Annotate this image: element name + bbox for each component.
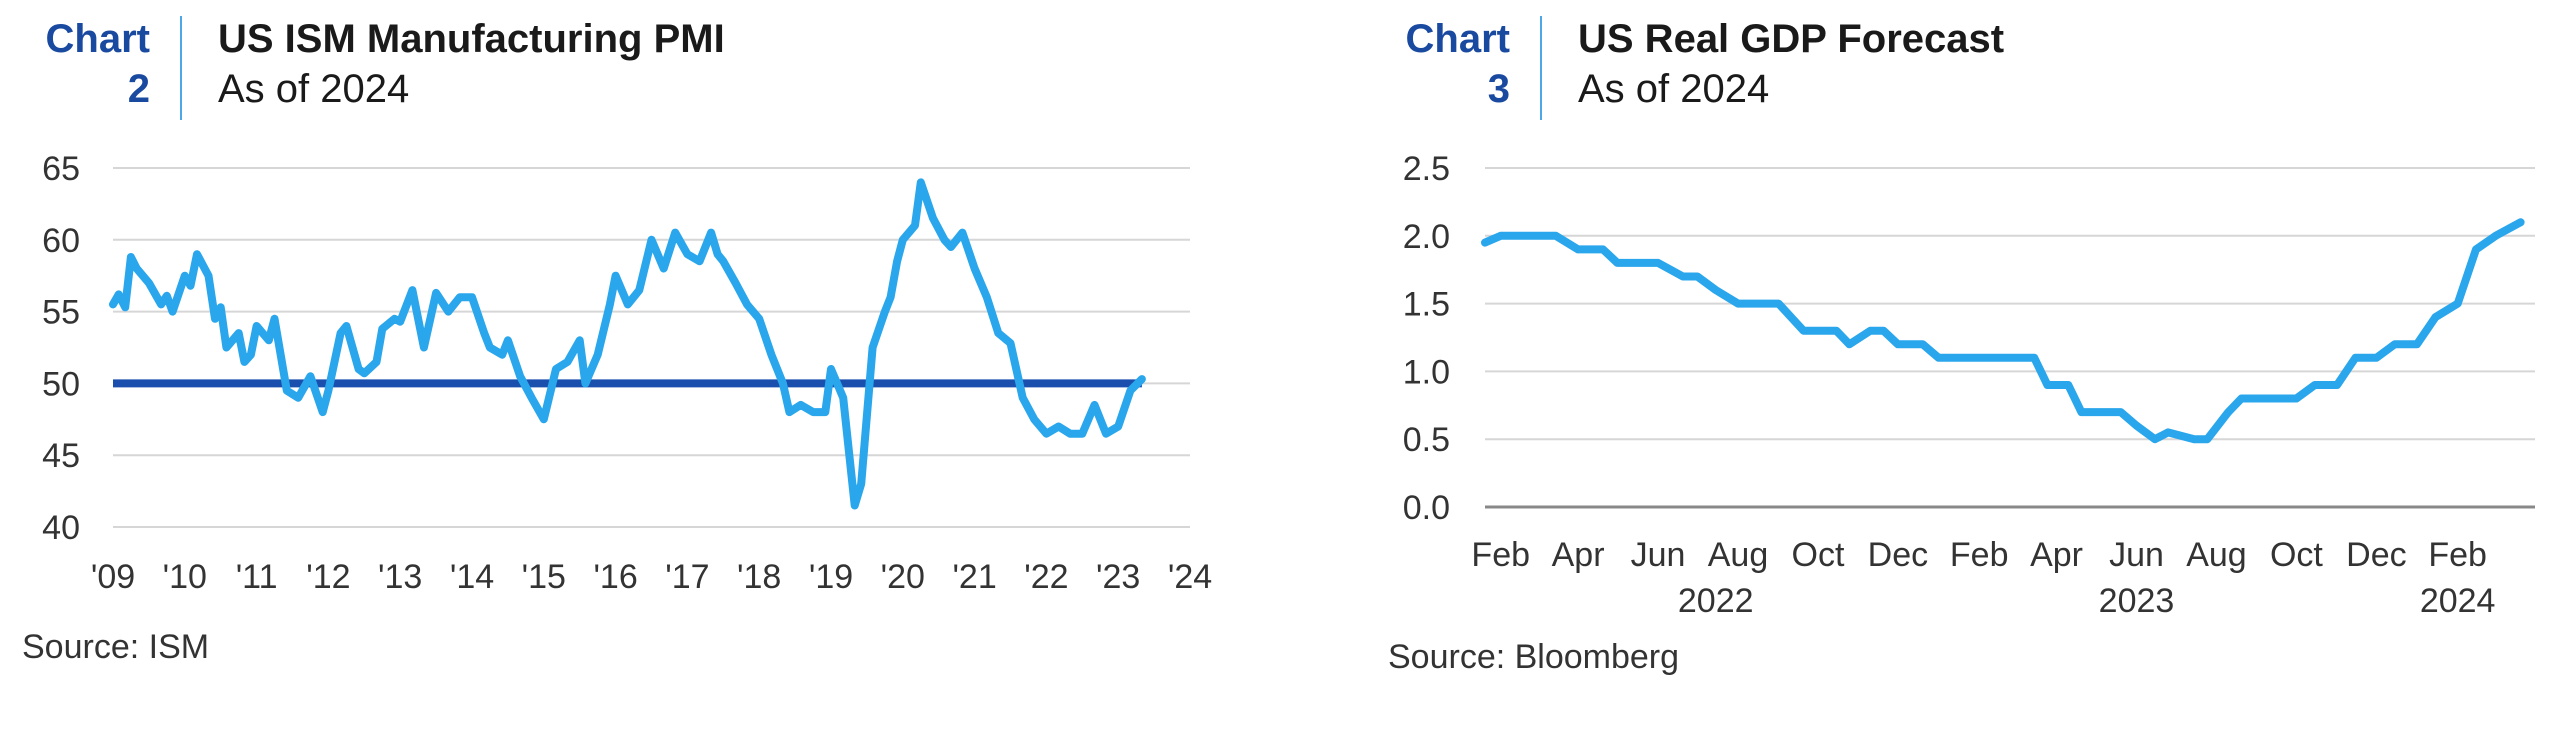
x-year-label: 2022: [1678, 582, 1754, 620]
x-year-label: 2023: [2099, 582, 2175, 620]
y-tick-label: 1.0: [1403, 353, 1450, 391]
chart-tag-label: Chart: [45, 17, 150, 61]
chart-title: US Real GDP Forecast: [1578, 17, 2005, 61]
chart-tag: Chart 2: [0, 14, 150, 114]
y-tick-label: 2.5: [1403, 150, 1450, 188]
y-tick-label: 40: [42, 509, 80, 547]
chart-tag: Chart 3: [1360, 14, 1510, 114]
x-tick-label: '18: [737, 558, 781, 596]
title-divider: [1540, 16, 1542, 120]
x-tick-label: '22: [1024, 558, 1068, 596]
x-tick-label: Feb: [1471, 536, 1530, 574]
chart-tag-number: 2: [127, 67, 150, 111]
x-tick-label: '15: [522, 558, 566, 596]
pmi-series-line: [109, 178, 1146, 510]
x-tick-label: Feb: [1950, 536, 2009, 574]
x-year-label: 2024: [2420, 582, 2496, 620]
gdp-forecast-line-chart: 0.0 0.5 1.0 1.5 2.0 2.5 Feb Apr Jun Aug Oct Dec Feb A…: [1403, 150, 2535, 620]
x-tick-label: '24: [1168, 558, 1212, 596]
chart-tag-label: Chart: [1405, 17, 1510, 61]
x-tick-label: '12: [306, 558, 350, 596]
x-tick-label: Jun: [1631, 536, 1686, 574]
chart-tag-number: 3: [1487, 67, 1510, 111]
x-tick-label: Dec: [2346, 536, 2406, 574]
x-tick-label: '14: [450, 558, 494, 596]
chart-panel-gdp: Chart 3 US Real GDP Forecast As of 2024 …: [1285, 0, 2570, 742]
y-tick-label: 50: [42, 365, 80, 403]
x-tick-label: Aug: [2186, 536, 2247, 574]
x-tick-label: '13: [378, 558, 422, 596]
x-tick-label: Aug: [1708, 536, 1769, 574]
x-tick-label: Oct: [1792, 536, 1845, 574]
x-tick-label: '16: [593, 558, 637, 596]
chart-header: US ISM Manufacturing PMI As of 2024: [218, 14, 725, 114]
chart-header: US Real GDP Forecast As of 2024: [1578, 14, 2004, 114]
y-tick-label: 0.5: [1403, 421, 1450, 459]
chart-source: Source: Bloomberg: [1388, 638, 1680, 676]
x-tick-label: Jun: [2109, 536, 2164, 574]
y-tick-label: 65: [42, 150, 80, 188]
title-divider: [180, 16, 182, 120]
pmi-line-chart: 40 45 50 55 60 65 '09 '10 '11 '12 '13 '14 '15 '16 '17 '…: [42, 150, 1212, 596]
y-tick-label: 0.0: [1403, 489, 1450, 527]
y-tick-label: 55: [42, 294, 80, 332]
chart-subtitle: As of 2024: [218, 67, 410, 111]
y-tick-label: 1.5: [1403, 286, 1450, 324]
chart-panel-ism: Chart 2 US ISM Manufacturing PMI As of 2…: [0, 14, 1212, 666]
y-tick-label: 60: [42, 222, 80, 260]
x-tick-label: Apr: [1552, 536, 1605, 574]
y-tick-label: 45: [42, 437, 80, 475]
x-tick-label: '11: [236, 558, 278, 596]
x-tick-label: Dec: [1868, 536, 1928, 574]
x-tick-label: '23: [1096, 558, 1140, 596]
y-tick-label: 2.0: [1403, 218, 1450, 256]
x-tick-label: '20: [881, 558, 925, 596]
x-tick-label: '19: [809, 558, 853, 596]
x-tick-label: Apr: [2030, 536, 2083, 574]
x-tick-label: '10: [163, 558, 207, 596]
x-tick-label: '17: [665, 558, 709, 596]
chart-source: Source: ISM: [22, 628, 210, 666]
chart-subtitle: As of 2024: [1578, 67, 1770, 111]
x-tick-label: Oct: [2270, 536, 2323, 574]
chart-title: US ISM Manufacturing PMI: [218, 17, 725, 61]
x-tick-label: Feb: [2428, 536, 2487, 574]
gdp-forecast-series-line: [1481, 218, 2525, 444]
x-tick-label: '09: [91, 558, 135, 596]
x-tick-label: '21: [952, 558, 996, 596]
